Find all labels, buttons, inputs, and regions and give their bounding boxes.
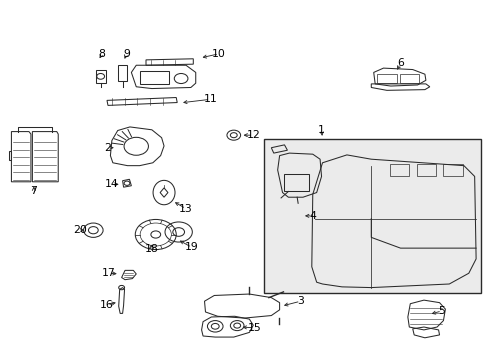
Text: 15: 15 xyxy=(247,323,261,333)
Bar xyxy=(264,139,480,293)
Text: 17: 17 xyxy=(102,268,116,278)
Bar xyxy=(443,164,462,176)
Text: 1: 1 xyxy=(318,125,325,135)
Text: 10: 10 xyxy=(212,49,225,59)
Text: 11: 11 xyxy=(203,94,217,104)
Text: 20: 20 xyxy=(73,225,86,235)
Text: 16: 16 xyxy=(100,300,114,310)
Text: 6: 6 xyxy=(396,58,403,68)
Bar xyxy=(389,164,408,176)
Bar xyxy=(284,174,308,192)
Bar xyxy=(399,74,418,83)
Text: 4: 4 xyxy=(309,211,316,221)
Text: 12: 12 xyxy=(246,130,260,140)
Text: 3: 3 xyxy=(297,296,304,306)
Text: 7: 7 xyxy=(30,186,37,197)
Bar xyxy=(140,71,168,84)
Bar xyxy=(416,164,435,176)
Text: 8: 8 xyxy=(99,49,105,59)
Text: 14: 14 xyxy=(105,179,119,189)
Bar xyxy=(376,74,396,83)
Text: 9: 9 xyxy=(123,49,130,59)
Text: 2: 2 xyxy=(104,143,111,153)
Text: 13: 13 xyxy=(179,204,192,214)
Text: 5: 5 xyxy=(438,306,445,316)
Text: 19: 19 xyxy=(184,242,198,252)
Text: 18: 18 xyxy=(144,244,159,254)
